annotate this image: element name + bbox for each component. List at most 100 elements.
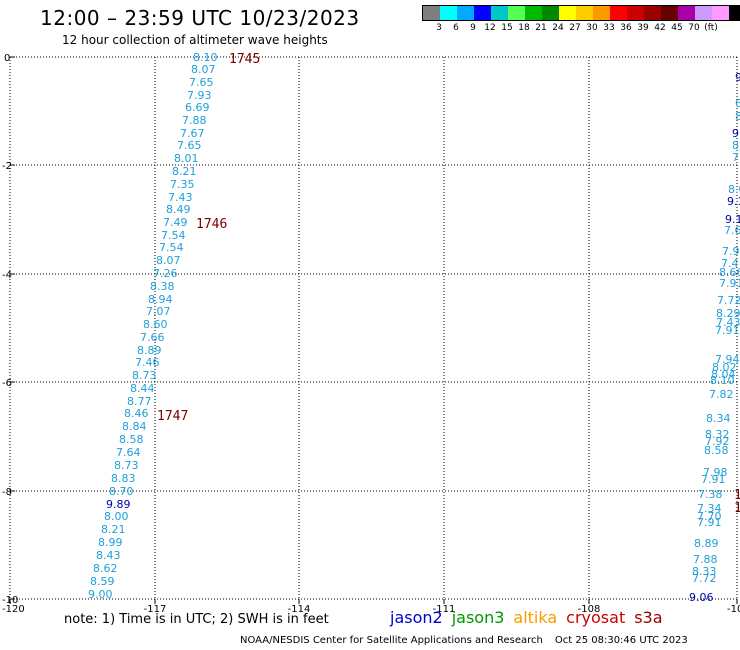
swh-value: 8.0 [728, 183, 740, 196]
legend-label: 3 [436, 23, 442, 33]
swh-value: 8.60 [143, 318, 168, 331]
swh-value: 7.88 [693, 553, 718, 566]
swh-value: 8.04 [711, 368, 736, 381]
swh-value: 8 [732, 139, 739, 152]
footnote: note: 1) Time is in UTC; 2) SWH is in fe… [64, 612, 329, 627]
legend-label: 70 [688, 23, 700, 33]
page-title: 12:00 – 23:59 UTC 10/23/2023 [40, 6, 360, 30]
x-tick-label: -10 [727, 604, 740, 615]
swh-value: 8.49 [166, 203, 191, 216]
legend-label: 12 [484, 23, 496, 33]
swh-value: 7.38 [698, 488, 723, 501]
y-tick-label: -10 [2, 595, 18, 606]
swh-value: 7.26 [153, 267, 178, 280]
legend-label: 9 [470, 23, 476, 33]
satellite-s3a: s3a [634, 608, 663, 627]
swh-value: 8.34 [706, 412, 731, 425]
legend-label: 30 [586, 23, 598, 33]
time-label: 1747 [157, 409, 188, 424]
legend-swatch [593, 6, 610, 20]
y-tick-label: 0 [4, 53, 10, 64]
legend-swatch [491, 6, 508, 20]
swh-value: 8 [735, 110, 740, 123]
swh-value: 8.83 [111, 472, 136, 485]
swh-value: 7.65 [189, 76, 214, 89]
legend-label: 33 [603, 23, 615, 33]
time-label: 1745 [229, 52, 260, 67]
swh-value: 9.89 [106, 498, 131, 511]
swh-value: 7.91 [715, 324, 740, 337]
swh-value: 7.6 [724, 224, 740, 237]
legend-swatch [712, 6, 729, 20]
legend-label: 15 [501, 23, 513, 33]
swh-value: 8.07 [191, 63, 216, 76]
swh-value: 8.21 [172, 165, 197, 178]
swh-value: 8.66 [719, 266, 740, 279]
swh-value: 8.94 [148, 293, 173, 306]
x-tick-label: -114 [288, 604, 311, 615]
swh-value: 7.49 [163, 216, 188, 229]
swh-value: 9.00 [88, 588, 113, 601]
swh-value: 8.84 [122, 420, 147, 433]
satellite-altika: altika [513, 608, 558, 627]
legend-swatch [559, 6, 576, 20]
time-label: 1 [734, 501, 740, 516]
swh-value: 7.07 [146, 305, 171, 318]
legend-label: 21 [535, 23, 547, 33]
swh-value: 9.1 [725, 213, 740, 226]
swh-value: 8.58 [704, 444, 729, 457]
swh-value: 7.34 [697, 502, 722, 515]
legend-label: 39 [637, 23, 649, 33]
swh-value: 8.10 [710, 374, 735, 387]
swh-value: 7.88 [182, 114, 207, 127]
legend-swatch [542, 6, 559, 20]
swh-value: 8.99 [98, 536, 123, 549]
swh-value: 8.43 [96, 549, 121, 562]
satellite-cryosat: cryosat [566, 608, 626, 627]
legend-swatch [457, 6, 474, 20]
legend-swatch [610, 6, 627, 20]
swh-value: 7.72 [717, 294, 740, 307]
satellite-jason2: jason2 [390, 608, 443, 627]
swh-value: 7.67 [180, 127, 205, 140]
swh-value: 8.73 [114, 459, 139, 472]
y-tick-label: -6 [2, 378, 12, 389]
swh-value: 8.29 [716, 307, 740, 320]
x-tick-label: -111 [433, 604, 456, 615]
swh-value: 9.06 [689, 591, 714, 604]
swh-value: 8.00 [104, 510, 129, 523]
legend-label: (ft) [704, 23, 718, 33]
swh-value: 8.01 [174, 152, 199, 165]
credit-text: NOAA/NESDIS Center for Satellite Applica… [240, 635, 543, 646]
legend-swatch [576, 6, 593, 20]
legend-label: 36 [620, 23, 632, 33]
swh-value: 6.69 [185, 101, 210, 114]
swh-value: 7.54 [161, 229, 186, 242]
x-tick-label: -120 [2, 604, 25, 615]
color-legend: 3 6 9 12 15 18 21 24 27 30 33 36 39 42 45 70 (ft) [422, 5, 740, 33]
legend-swatch [423, 6, 440, 20]
swh-value: 8.73 [132, 369, 157, 382]
legend-swatch [729, 6, 740, 20]
swh-value: 7.9 [722, 245, 740, 258]
legend-swatch [474, 6, 491, 20]
x-tick-label: -108 [578, 604, 601, 615]
swh-value: 7.98 [703, 466, 728, 479]
swh-value: 8.38 [150, 280, 175, 293]
y-tick-label: -4 [2, 270, 12, 281]
swh-value: 7.93 [187, 89, 212, 102]
swh-value: 7.43 [716, 316, 740, 329]
swh-value: 8.62 [93, 562, 118, 575]
swh-value: 7.91 [701, 473, 726, 486]
satellite-legend: jason2 jason3 altika cryosat s3a [390, 608, 672, 627]
x-tick-label: -117 [144, 604, 167, 615]
credit-line: NOAA/NESDIS Center for Satellite Applica… [240, 635, 688, 646]
swh-value: 7.35 [170, 178, 195, 191]
swh-value: 8.89 [694, 537, 719, 550]
legend-label: 24 [552, 23, 564, 33]
legend-swatch [644, 6, 661, 20]
swh-value: 8.33 [692, 565, 717, 578]
page-subtitle: 12 hour collection of altimeter wave hei… [62, 33, 328, 47]
swh-value: 8.46 [124, 407, 149, 420]
